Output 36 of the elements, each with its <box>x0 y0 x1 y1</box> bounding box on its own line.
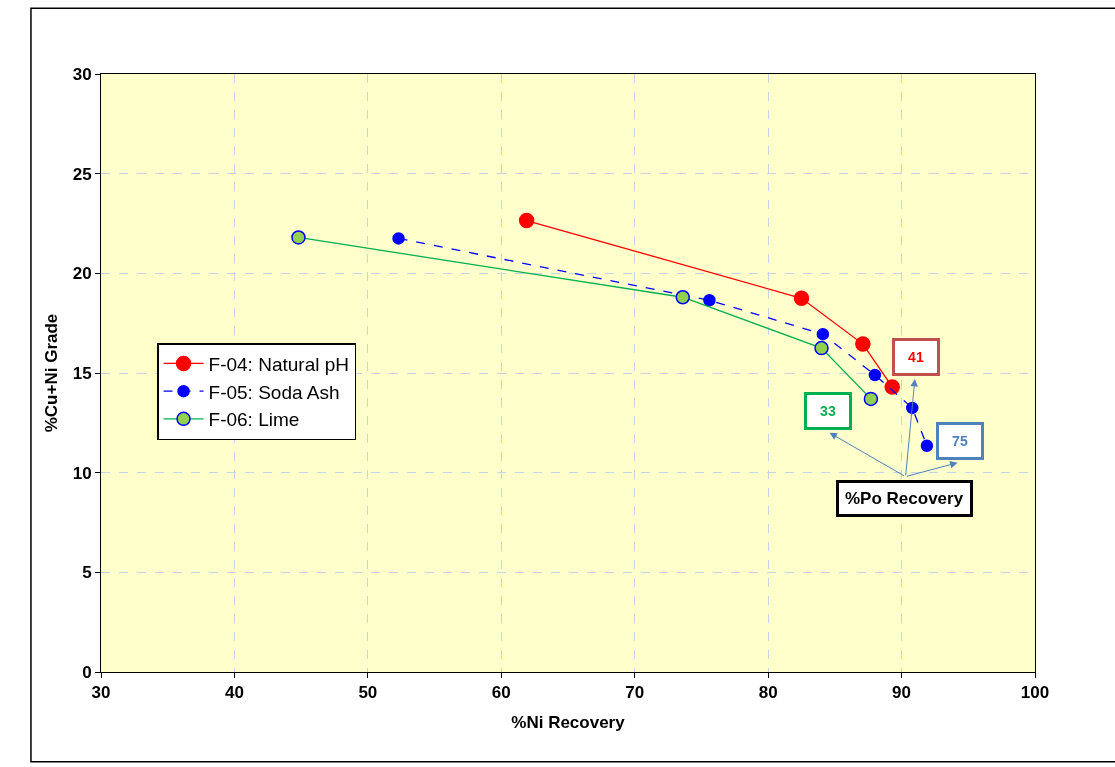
point <box>868 368 882 382</box>
y-tick-label: 0 <box>82 662 92 682</box>
y-tick-label: 20 <box>72 264 92 284</box>
point <box>793 290 810 306</box>
point <box>518 212 535 229</box>
point <box>703 293 716 307</box>
y-tick-label: 25 <box>72 164 92 184</box>
point <box>291 230 306 245</box>
annotation: 75 <box>952 433 968 449</box>
x-tick-label: 60 <box>491 683 511 703</box>
x-tick-label: 80 <box>758 683 778 703</box>
point <box>814 340 829 356</box>
point <box>392 232 405 245</box>
legend-label: F-06: Lime <box>208 409 300 431</box>
x-axis-title: %Ni Recovery <box>511 712 626 732</box>
y-axis-title: %Cu+Ni Grade <box>42 313 62 433</box>
point <box>863 391 879 407</box>
x-tick-label: 70 <box>625 683 645 703</box>
annotation: %Po Recovery <box>845 489 964 508</box>
annotation: 33 <box>820 403 836 419</box>
y-tick-label: 10 <box>72 463 92 483</box>
y-tick-label: 5 <box>82 563 92 583</box>
y-tick-label: 30 <box>72 64 92 84</box>
point <box>816 327 830 341</box>
x-tick-label: 40 <box>224 683 244 703</box>
legend-label: F-05: Soda Ash <box>208 381 340 403</box>
point <box>675 290 690 305</box>
y-tick-label: 15 <box>72 363 92 383</box>
point <box>920 439 934 453</box>
legend-label: F-04: Natural pH <box>208 353 349 375</box>
x-tick-label: 50 <box>358 683 378 703</box>
x-tick-label: 90 <box>892 683 912 703</box>
point <box>855 336 871 352</box>
x-tick-label: 100 <box>1020 683 1050 703</box>
annotation: 41 <box>908 349 924 365</box>
point <box>884 379 900 395</box>
